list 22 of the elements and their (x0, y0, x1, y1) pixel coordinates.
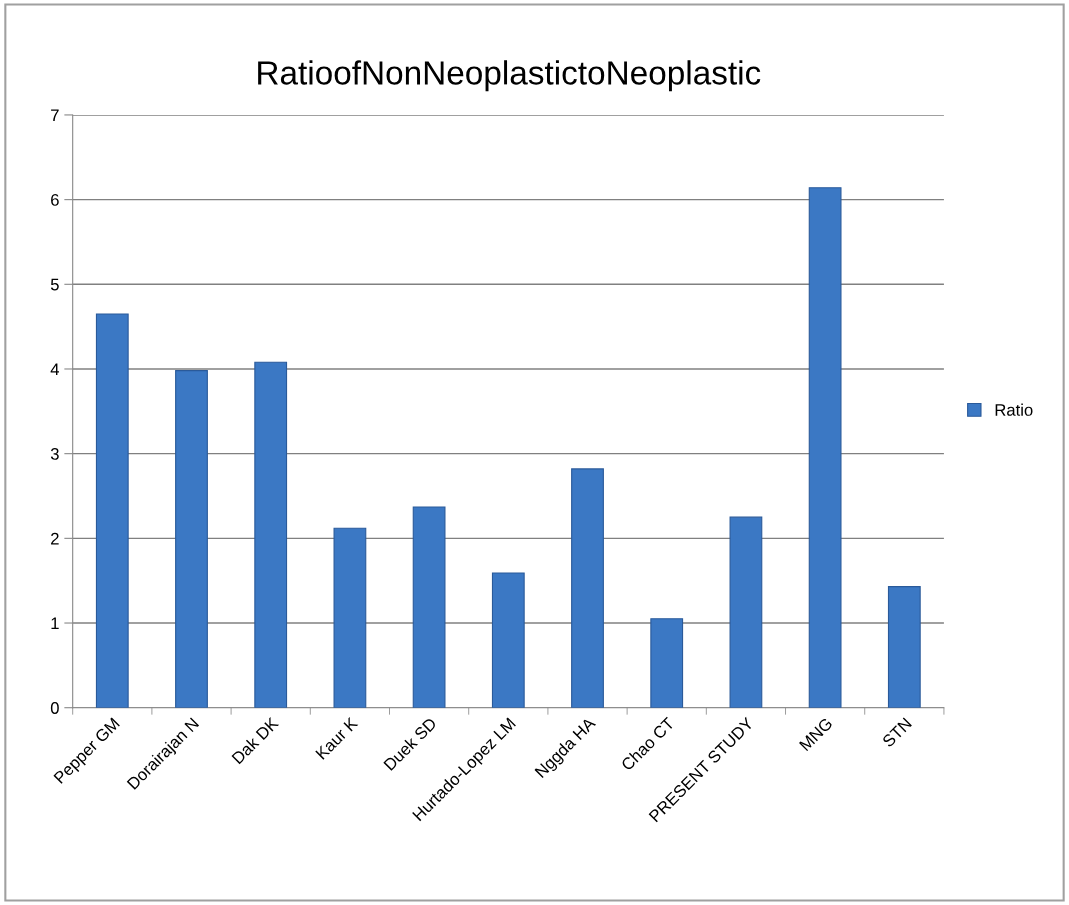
y-tick-label: 7 (51, 109, 59, 121)
bar (808, 187, 842, 708)
bar (254, 361, 288, 708)
y-tick-label: 6 (51, 194, 59, 206)
chart-title: RatioofNonNeoplastictoNeoplastic (258, 60, 761, 92)
bar (887, 586, 921, 708)
y-tick-label: 4 (50, 363, 60, 376)
bar (95, 313, 129, 708)
y-tick-label: 2 (51, 532, 59, 545)
y-tick-label: 5 (50, 278, 59, 291)
bar (729, 516, 763, 708)
bar (412, 506, 446, 708)
y-tick-label: 1 (51, 617, 59, 630)
bar (650, 618, 684, 708)
bar (333, 527, 367, 708)
bar (175, 370, 208, 708)
x-tick-label: Dak DK (231, 716, 280, 765)
y-tick-label: 0 (50, 702, 59, 714)
legend-label: Ratio (995, 403, 1033, 416)
y-tick-label: 3 (50, 448, 59, 460)
bar (571, 468, 604, 708)
bar (491, 572, 525, 708)
